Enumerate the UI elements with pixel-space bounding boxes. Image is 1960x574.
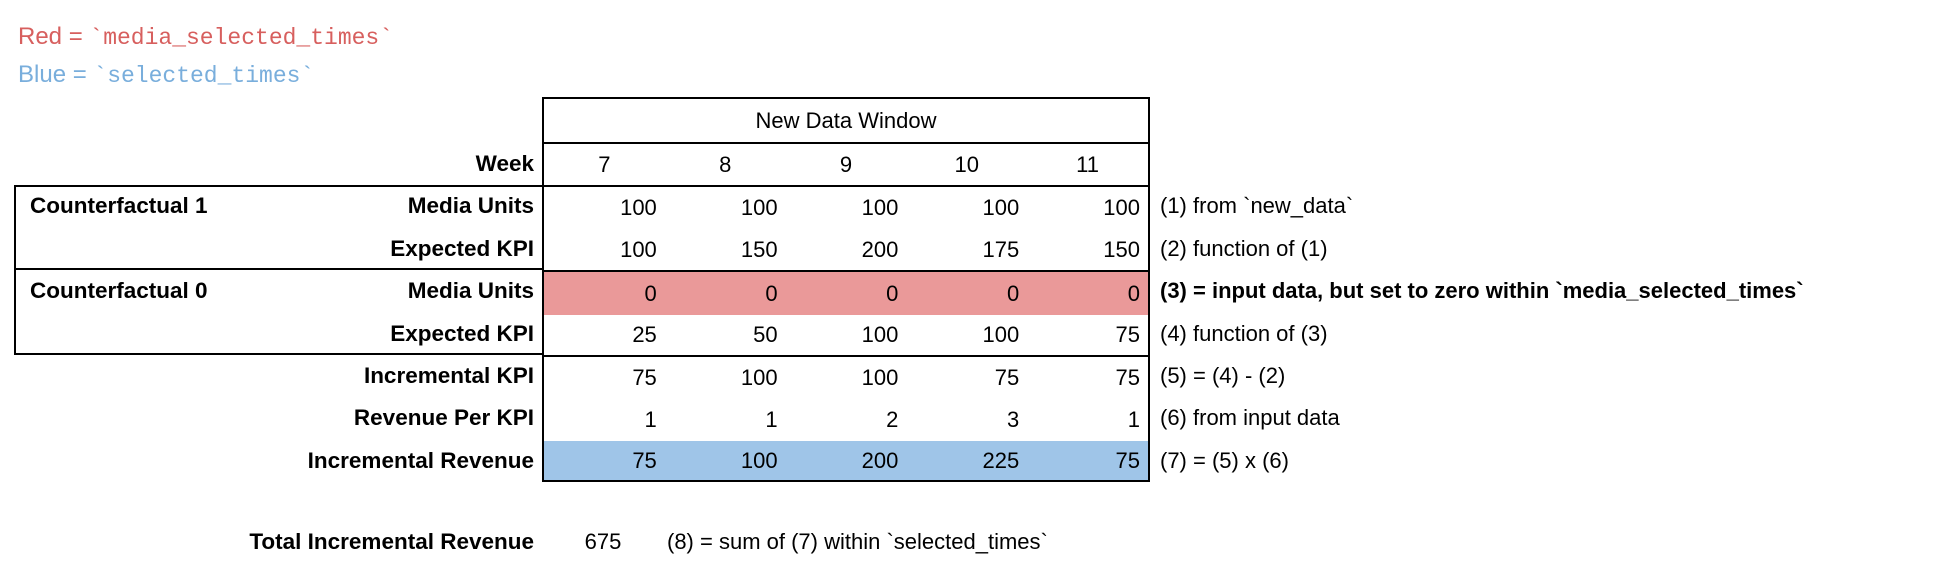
cell: 0 (1006, 280, 1020, 306)
cell: 2 (886, 407, 899, 432)
week-row: 7 8 9 10 11 (544, 144, 1148, 187)
cell: 150 (740, 236, 778, 262)
week-value: 7 (598, 151, 611, 177)
table-row-media-units-cf1: 100 100 100 100 100 (544, 187, 1148, 229)
cell: 75 (1115, 365, 1140, 390)
cell: 225 (982, 447, 1020, 473)
week-label: Week (475, 151, 534, 176)
row-label-media-units-cf0: Media Units (407, 278, 534, 303)
data-grid: New Data Window 7 8 9 10 11 100 100 100 … (542, 97, 1150, 482)
annotation-5: (5) = (4) - (2) (1160, 363, 1286, 388)
row-label-incremental-kpi: Incremental KPI (363, 363, 534, 388)
legend-red-code: `media_selected_times` (89, 25, 394, 51)
annotation-8: (8) = sum of (7) within `selected_times` (667, 529, 1048, 554)
row-label-incremental-revenue: Incremental Revenue (307, 448, 534, 473)
cell: 0 (1127, 280, 1140, 306)
table-row-expected-kpi-cf0: 25 50 100 100 75 (544, 315, 1148, 357)
legend-blue-code: `selected_times` (93, 63, 315, 89)
cell: 75 (1115, 447, 1140, 473)
cell: 1 (1127, 407, 1140, 432)
row-label-revenue-per-kpi: Revenue Per KPI (353, 405, 534, 430)
table-row-incremental-kpi: 75 100 100 75 75 (544, 357, 1148, 399)
cell: 200 (861, 447, 899, 473)
cell: 1 (765, 407, 778, 432)
cell: 50 (753, 322, 778, 347)
cell: 100 (861, 195, 899, 220)
legend-red-prefix: Red = (18, 23, 90, 50)
table-row-incremental-revenue-highlight-blue: 75 100 200 225 75 (544, 441, 1148, 480)
cell: 100 (740, 365, 778, 390)
legend-blue-prefix: Blue = (18, 61, 94, 88)
legend-blue: Blue = `selected_times` (18, 60, 314, 90)
cell: 0 (644, 280, 657, 306)
cell: 75 (632, 447, 657, 473)
row-label-expected-kpi-cf0: Expected KPI (390, 321, 534, 346)
week-value: 10 (954, 151, 980, 177)
cell: 100 (982, 195, 1020, 220)
cell: 0 (886, 280, 899, 306)
cell: 0 (765, 280, 778, 306)
cell: 100 (861, 322, 899, 347)
annotation-3: (3) = input data, but set to zero within… (1160, 278, 1804, 303)
cell: 75 (1115, 322, 1140, 347)
legend-red: Red = `media_selected_times` (18, 22, 393, 52)
cell: 75 (994, 365, 1020, 390)
cell: 75 (632, 365, 657, 390)
table-row-revenue-per-kpi: 1 1 2 3 1 (544, 399, 1148, 441)
table-row-media-units-cf0-highlight-red: 0 0 0 0 0 (544, 272, 1148, 315)
row-label-expected-kpi-cf1: Expected KPI (390, 236, 534, 261)
week-value: 11 (1076, 151, 1099, 177)
cell: 175 (982, 236, 1020, 262)
counterfactual-0-box (14, 268, 544, 355)
table-row-expected-kpi-cf1: 100 150 200 175 150 (544, 229, 1148, 272)
annotation-2: (2) function of (1) (1160, 236, 1328, 261)
cell: 3 (1006, 407, 1020, 432)
cell: 100 (1103, 195, 1140, 220)
cell: 100 (982, 322, 1020, 347)
annotation-7: (7) = (5) x (6) (1160, 448, 1289, 473)
annotation-1: (1) from `new_data` (1160, 193, 1354, 218)
cell: 100 (861, 365, 899, 390)
group-label-counterfactual-1: Counterfactual 1 (30, 193, 208, 218)
cell: 25 (632, 322, 657, 347)
cell: 1 (644, 407, 657, 432)
annotation-4: (4) function of (3) (1160, 321, 1328, 346)
annotation-6: (6) from input data (1160, 405, 1340, 430)
cell: 100 (620, 236, 657, 262)
week-value: 8 (719, 151, 732, 177)
cell: 100 (740, 195, 778, 220)
cell: 100 (620, 195, 657, 220)
cell: 100 (740, 447, 778, 473)
cell: 150 (1103, 236, 1140, 262)
total-incremental-revenue-label: Total Incremental Revenue (249, 529, 534, 554)
grid-header: New Data Window (544, 99, 1148, 144)
row-label-media-units-cf1: Media Units (407, 193, 534, 218)
week-value: 9 (839, 151, 853, 177)
cell: 200 (861, 236, 899, 262)
group-label-counterfactual-0: Counterfactual 0 (30, 278, 208, 303)
total-incremental-revenue-value: 675 (584, 529, 622, 554)
